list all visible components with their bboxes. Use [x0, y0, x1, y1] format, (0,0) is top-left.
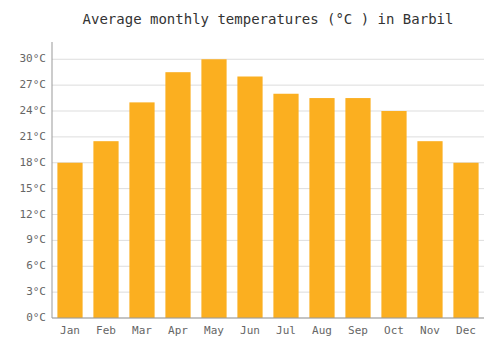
bar [165, 72, 190, 318]
x-tick-label: Nov [420, 324, 440, 337]
chart: Average monthly temperatures (°C ) in Ba… [0, 0, 500, 350]
grid-line [52, 59, 484, 60]
bar [201, 59, 226, 318]
x-tick-label: Oct [384, 324, 404, 337]
grid-line [52, 136, 484, 137]
x-tick-label: Dec [456, 324, 476, 337]
grid-line [52, 111, 484, 112]
bar [453, 163, 478, 318]
x-axis-line [52, 318, 484, 319]
x-tick-label: Sep [348, 324, 368, 337]
bar [309, 98, 334, 318]
y-tick-label: 21°C [20, 130, 47, 143]
y-tick-label: 15°C [20, 182, 47, 195]
bar [93, 141, 118, 318]
bar [273, 94, 298, 318]
y-axis-line [52, 42, 53, 318]
x-tick-label: Jun [240, 324, 260, 337]
x-tick-label: Aug [312, 324, 332, 337]
grid-line [52, 85, 484, 86]
x-tick-label: May [204, 324, 224, 337]
y-tick-label: 27°C [20, 78, 47, 91]
x-tick-label: Jul [276, 324, 296, 337]
x-tick-label: Feb [96, 324, 116, 337]
bars [57, 59, 478, 318]
y-tick-label: 12°C [20, 208, 47, 221]
title: Average monthly temperatures (°C ) in Ba… [83, 11, 454, 27]
y-tick-label: 30°C [20, 52, 47, 65]
y-tick-label: 3°C [26, 285, 46, 298]
chart-container: Average monthly temperatures (°C ) in Ba… [0, 0, 500, 350]
y-tick-label: 18°C [20, 156, 47, 169]
y-tick-label: 9°C [26, 233, 46, 246]
y-tick-label: 24°C [20, 104, 47, 117]
y-tick-label: 0°C [26, 311, 46, 324]
bar [381, 111, 406, 318]
bar [57, 163, 82, 318]
x-tick-label: Jan [60, 324, 80, 337]
grid-line [52, 318, 484, 319]
bar [345, 98, 370, 318]
bar [417, 141, 442, 318]
y-tick-label: 6°C [26, 259, 46, 272]
bar [237, 77, 262, 319]
bar [129, 102, 154, 318]
x-tick-label: Apr [168, 324, 188, 337]
grid [52, 59, 484, 318]
x-tick-label: Mar [132, 324, 152, 337]
